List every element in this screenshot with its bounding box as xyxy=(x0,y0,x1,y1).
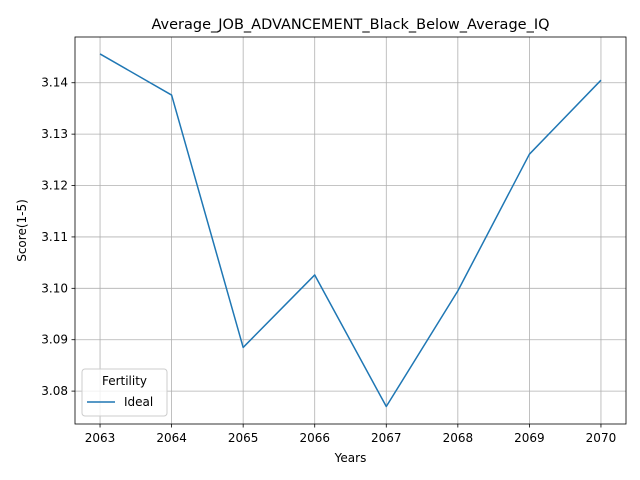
y-tick-label: 3.12 xyxy=(41,179,68,193)
chart-title: Average_JOB_ADVANCEMENT_Black_Below_Aver… xyxy=(151,17,549,33)
x-tick-label: 2069 xyxy=(514,431,545,445)
series-line-ideal xyxy=(99,53,602,408)
x-tick-label: 2065 xyxy=(228,431,259,445)
y-tick-label: 3.10 xyxy=(41,281,68,295)
legend-box xyxy=(81,368,168,417)
x-axis-ticks: 2063 2064 2065 2066 2067 2068 2069 2070 xyxy=(85,424,616,445)
x-axis-label: Years xyxy=(334,451,367,465)
y-tick-label: 3.14 xyxy=(41,76,68,90)
y-tick-label: 3.09 xyxy=(41,333,68,347)
legend-title: Fertility xyxy=(102,374,147,388)
x-tick-label: 2068 xyxy=(443,431,474,445)
legend-label-ideal: Ideal xyxy=(124,395,153,409)
x-tick-label: 2063 xyxy=(85,431,116,445)
y-tick-label: 3.11 xyxy=(41,230,68,244)
y-tick-label: 3.13 xyxy=(41,127,68,141)
y-axis-ticks: 3.08 3.09 3.10 3.11 3.12 3.13 3.14 xyxy=(41,76,75,398)
series-layer xyxy=(99,53,602,408)
x-tick-label: 2066 xyxy=(299,431,330,445)
x-tick-label: 2064 xyxy=(156,431,187,445)
x-tick-label: 2067 xyxy=(371,431,402,445)
y-axis-label: Score(1-5) xyxy=(15,199,29,262)
x-tick-label: 2070 xyxy=(586,431,617,445)
y-tick-label: 3.08 xyxy=(41,384,68,398)
axes-frame xyxy=(74,36,627,425)
legend: Fertility Ideal xyxy=(81,368,168,417)
